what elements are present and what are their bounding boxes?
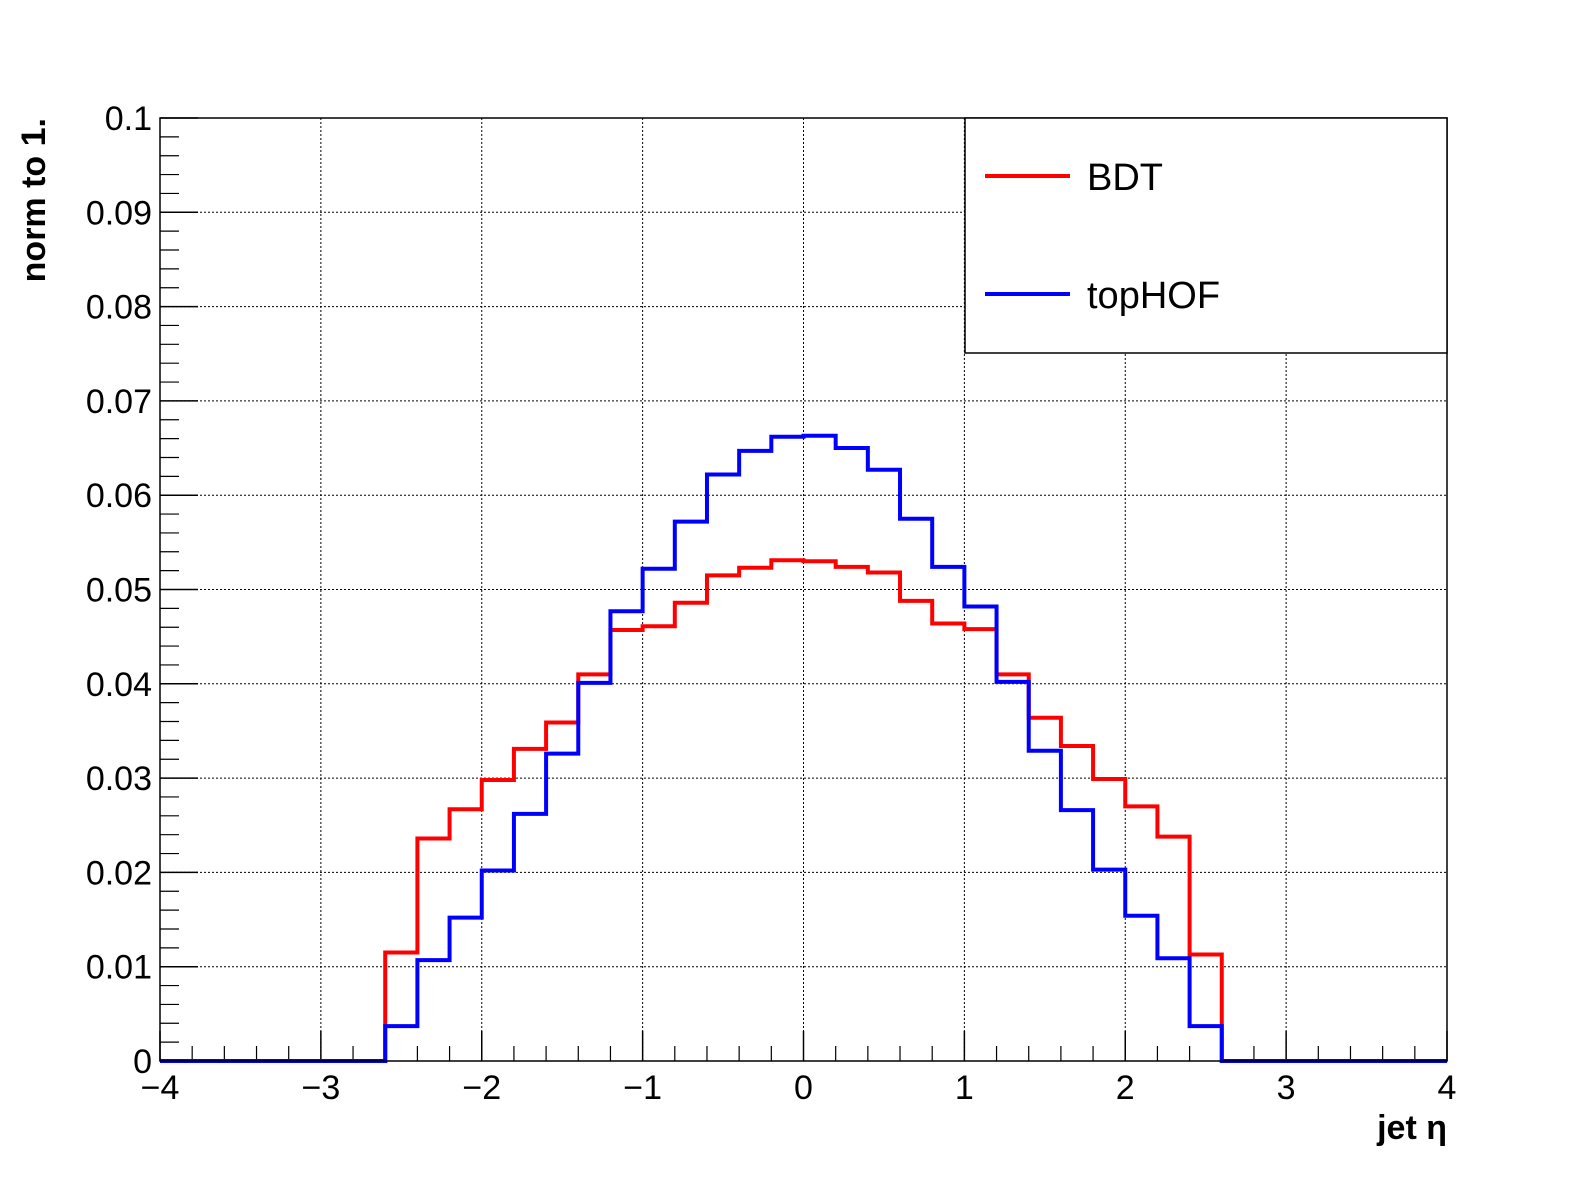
legend-label-tophof: topHOF bbox=[1087, 275, 1220, 317]
y-tick-label: 0.02 bbox=[86, 854, 152, 892]
x-tick-label: 4 bbox=[1438, 1069, 1457, 1107]
x-axis-title: jet η bbox=[1376, 1109, 1447, 1147]
legend: BDT topHOF bbox=[964, 117, 1448, 354]
y-tick-label: 0.05 bbox=[86, 572, 152, 610]
y-axis-title: norm to 1. bbox=[15, 118, 53, 282]
x-tick-label: −2 bbox=[462, 1069, 501, 1107]
x-tick-label: −3 bbox=[301, 1069, 340, 1107]
series-line-bdt bbox=[160, 558, 1447, 1063]
plot-frame bbox=[159, 117, 1448, 1062]
x-tick-label: 2 bbox=[1116, 1069, 1135, 1107]
tick-labels: −4 −3 −2 −1 0 1 2 3 4 0 0.01 0.02 0.03 0.04 0.05 0.06 0.… bbox=[86, 100, 1457, 1107]
x-tick-label: −1 bbox=[623, 1069, 662, 1107]
y-tick-label: 0.01 bbox=[86, 949, 152, 987]
y-tick-label: 0 bbox=[133, 1043, 152, 1081]
y-tick-label: 0.07 bbox=[86, 383, 152, 421]
x-tick-label: −4 bbox=[141, 1069, 180, 1107]
x-tick-label: 3 bbox=[1277, 1069, 1296, 1107]
y-tick-label: 0.03 bbox=[86, 760, 152, 798]
legend-label-bdt: BDT bbox=[1087, 157, 1163, 199]
y-tick-label: 0.04 bbox=[86, 666, 152, 704]
series-lines bbox=[160, 433, 1447, 1063]
y-tick-label: 0.08 bbox=[86, 289, 152, 327]
y-tick-label: 0.1 bbox=[105, 100, 152, 138]
x-tick-label: 1 bbox=[955, 1069, 974, 1107]
series-line-tophof bbox=[160, 433, 1447, 1063]
x-tick-label: 0 bbox=[794, 1069, 813, 1107]
y-tick-label: 0.09 bbox=[86, 194, 152, 232]
y-tick-label: 0.06 bbox=[86, 477, 152, 515]
legend-box bbox=[964, 117, 1448, 354]
